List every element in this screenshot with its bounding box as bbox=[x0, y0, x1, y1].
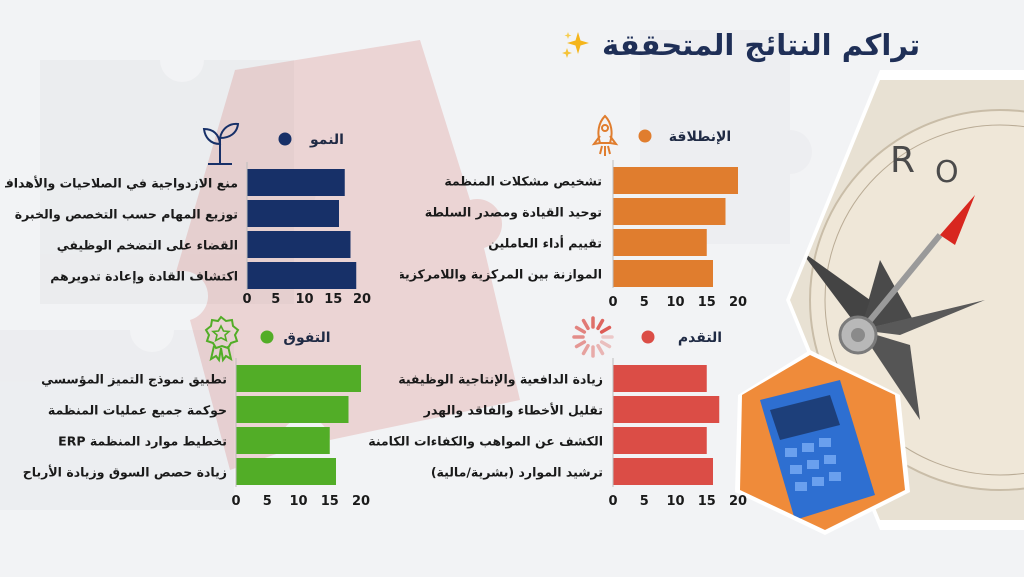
category-label: تشخيص مشكلات المنظمة bbox=[444, 174, 602, 189]
category-label: منع الازدواجية في الصلاحيات والأهداف bbox=[5, 176, 238, 191]
x-tick-label: 0 bbox=[231, 494, 240, 509]
category-label: تقييم أداء العاملين bbox=[488, 235, 602, 251]
category-label: زيادة الدافعية والإنتاجية الوظيفية bbox=[398, 372, 603, 387]
category-label: توحيد القيادة ومصدر السلطة bbox=[425, 205, 602, 220]
bar bbox=[247, 231, 351, 258]
category-label: تخطيط موارد المنظمة ERP bbox=[58, 434, 227, 449]
legend-dot bbox=[278, 132, 292, 146]
x-tick-label: 10 bbox=[666, 295, 684, 310]
chart-title-progress: التقدم bbox=[678, 330, 722, 346]
sparkles-icon bbox=[562, 32, 589, 58]
svg-text:O: O bbox=[935, 155, 959, 190]
category-label: ترشيد الموارد (بشرية/مالية) bbox=[431, 465, 603, 480]
category-label: تطبيق نموذج التميز المؤسسي bbox=[41, 372, 227, 387]
bar bbox=[236, 458, 336, 485]
x-tick-label: 10 bbox=[289, 494, 307, 509]
x-tick-label: 20 bbox=[729, 494, 747, 509]
bar bbox=[236, 365, 361, 392]
x-tick-label: 5 bbox=[263, 494, 272, 509]
category-label: زيادة حصص السوق وزيادة الأرباح bbox=[23, 465, 227, 480]
chart-title-excellence: التفوق bbox=[283, 330, 330, 346]
svg-text:R: R bbox=[890, 140, 915, 181]
bar bbox=[613, 167, 738, 194]
x-tick-label: 0 bbox=[608, 494, 617, 509]
loading-icon bbox=[572, 316, 614, 358]
category-label: حوكمة جميع عمليات المنظمة bbox=[48, 403, 227, 418]
compass-image: R O bbox=[786, 70, 1024, 530]
chart-panel-launch: الإنطلاقة تشخيص مشكلات المنظمة توحيد القيا… bbox=[400, 114, 747, 310]
bar bbox=[613, 396, 720, 423]
bar bbox=[247, 262, 357, 289]
bar bbox=[236, 427, 330, 454]
x-tick-label: 5 bbox=[640, 295, 649, 310]
legend-dot bbox=[260, 330, 274, 344]
x-tick-label: 20 bbox=[352, 494, 370, 509]
bar bbox=[613, 365, 707, 392]
bar bbox=[613, 458, 713, 485]
x-tick-label: 15 bbox=[324, 292, 342, 307]
bar bbox=[236, 396, 349, 423]
x-tick-label: 10 bbox=[295, 292, 313, 307]
category-label: الكشف عن المواهب والكفاءات الكامنة bbox=[368, 434, 603, 449]
bar bbox=[613, 427, 707, 454]
chart-panel-progress: التقدم زيادة الدافعية والإنتاجية الوظيفية… bbox=[368, 316, 747, 509]
x-tick-label: 5 bbox=[640, 494, 649, 509]
chart-title-growth: النمو bbox=[309, 132, 344, 148]
x-tick-label: 15 bbox=[698, 295, 716, 310]
x-tick-label: 20 bbox=[729, 295, 747, 310]
calculator-image bbox=[735, 350, 910, 535]
category-label: تقليل الأخطاء والفاقد والهدر bbox=[423, 403, 603, 418]
x-tick-label: 0 bbox=[242, 292, 251, 307]
chart-panel-growth: النمو منع الازدواجية في الصلاحيات والأهدا… bbox=[5, 122, 371, 307]
page-title-group: تراكم النتائج المتحققة bbox=[560, 22, 960, 68]
rocket-icon bbox=[591, 114, 619, 156]
x-tick-label: 15 bbox=[321, 494, 339, 509]
bar bbox=[613, 260, 713, 287]
x-tick-label: 0 bbox=[608, 295, 617, 310]
category-label: القضاء على التضخم الوظيفي bbox=[57, 238, 238, 253]
category-label: الموازنة بين المركزية واللامركزية bbox=[400, 267, 602, 282]
x-tick-label: 20 bbox=[353, 292, 371, 307]
x-tick-label: 15 bbox=[698, 494, 716, 509]
bar bbox=[247, 200, 339, 227]
page-title: تراكم النتائج المتحققة bbox=[602, 28, 921, 62]
category-label: توزيع المهام حسب التخصص والخبرة bbox=[15, 207, 238, 223]
bar bbox=[613, 229, 707, 256]
category-label: اكتشاف القادة وإعادة تدويرهم bbox=[50, 269, 238, 284]
bar bbox=[247, 169, 345, 196]
chart-panel-excellence: التفوق تطبيق نموذج التميز المؤسسي حوكمة جم… bbox=[23, 315, 370, 509]
legend-dot bbox=[641, 330, 655, 344]
x-tick-label: 5 bbox=[271, 292, 280, 307]
plant-icon bbox=[202, 122, 240, 165]
award-badge-icon bbox=[204, 315, 240, 363]
chart-title-launch: الإنطلاقة bbox=[669, 129, 731, 145]
legend-dot bbox=[638, 129, 652, 143]
bar bbox=[613, 198, 726, 225]
x-tick-label: 10 bbox=[666, 494, 684, 509]
